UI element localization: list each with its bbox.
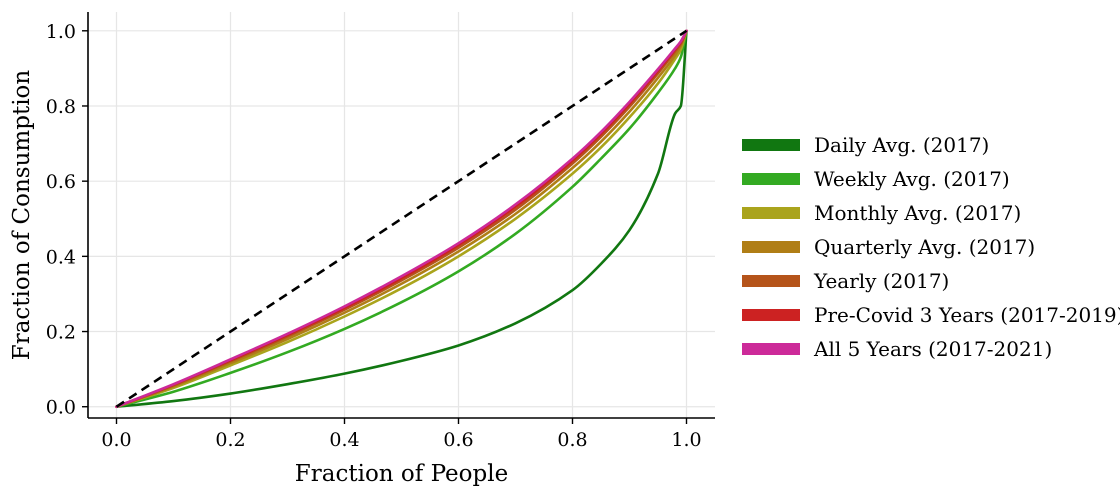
legend-label-1: Weekly Avg. (2017) — [814, 167, 1010, 191]
legend-swatch-5 — [742, 309, 800, 321]
legend-label-3: Quarterly Avg. (2017) — [814, 235, 1035, 259]
series-line-0 — [115, 29, 688, 409]
tick-labels: 0.0 0.2 0.4 0.6 0.8 1.0 0.0 0.2 0.4 0.6 0.8 1.0 — [46, 21, 702, 451]
legend-label-0: Daily Avg. (2017) — [814, 133, 989, 157]
legend-swatch-2 — [742, 207, 800, 219]
legend-swatch-1 — [742, 173, 800, 185]
legend-label-2: Monthly Avg. (2017) — [814, 201, 1021, 225]
series-line-2 — [115, 29, 688, 409]
axes — [82, 12, 715, 424]
grid — [88, 12, 715, 418]
plot-area — [115, 29, 688, 409]
series-line-1 — [115, 29, 688, 409]
legend-swatch-4 — [742, 275, 800, 287]
y-tick-label-1: 0.2 — [46, 322, 76, 344]
legend-label-4: Yearly (2017) — [813, 269, 949, 293]
legend-swatch-0 — [742, 139, 800, 151]
x-tick-label-2: 0.4 — [329, 429, 359, 451]
y-tick-label-0: 0.0 — [46, 397, 76, 419]
series-line-3 — [115, 29, 688, 409]
x-axis-label: Fraction of People — [295, 461, 508, 486]
y-tick-label-4: 0.8 — [46, 96, 76, 118]
legend-label-6: All 5 Years (2017-2021) — [813, 337, 1052, 361]
y-tick-label-2: 0.4 — [46, 246, 76, 268]
legend-swatch-6 — [742, 343, 800, 355]
x-tick-label-5: 1.0 — [671, 429, 701, 451]
series-line-6 — [115, 29, 688, 409]
legend-label-5: Pre-Covid 3 Years (2017-2019) — [814, 303, 1120, 327]
equality-line — [115, 29, 688, 408]
y-tick-label-5: 1.0 — [46, 21, 76, 43]
series-line-4 — [115, 29, 688, 409]
y-axis-label: Fraction of Consumption — [9, 70, 35, 361]
x-tick-label-4: 0.8 — [557, 429, 587, 451]
x-tick-label-0: 0.0 — [101, 429, 131, 451]
y-tick-label-3: 0.6 — [46, 171, 76, 193]
series-line-5 — [115, 29, 688, 409]
x-tick-label-3: 0.6 — [443, 429, 473, 451]
legend: Daily Avg. (2017) Weekly Avg. (2017) Month… — [742, 133, 1120, 361]
x-tick-label-1: 0.2 — [215, 429, 245, 451]
legend-swatch-3 — [742, 241, 800, 253]
